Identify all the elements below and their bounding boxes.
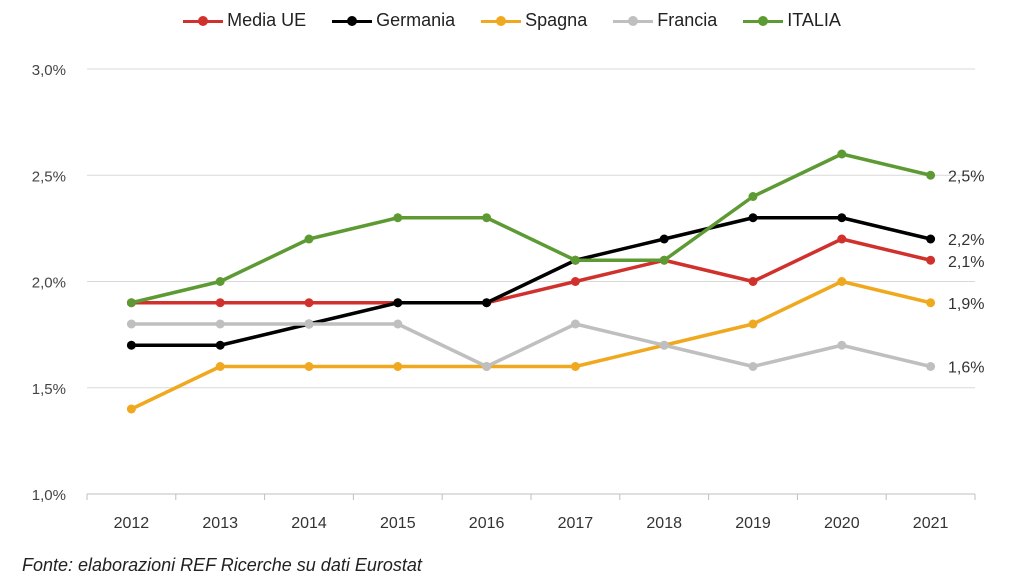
data-point-media-ue bbox=[215, 298, 225, 308]
data-point-francia bbox=[393, 319, 403, 329]
series-line-spagna bbox=[130, 279, 932, 411]
data-point-italia bbox=[126, 298, 136, 308]
data-point-italia bbox=[748, 192, 758, 201]
y-tick-label: 2,5% bbox=[32, 168, 66, 185]
y-tick-label: 1,0% bbox=[32, 487, 66, 504]
data-point-italia bbox=[926, 170, 936, 180]
end-label-francia: 1,6% bbox=[948, 360, 984, 377]
source-note: Fonte: elaborazioni REF Ricerche su dati… bbox=[22, 555, 422, 575]
data-point-germania bbox=[659, 234, 669, 244]
x-tick-label: 2013 bbox=[202, 515, 238, 532]
data-point-spagna bbox=[570, 362, 580, 371]
end-label-media-ue: 2,1% bbox=[948, 254, 984, 271]
data-point-media-ue bbox=[748, 277, 758, 286]
legend-swatch-francia bbox=[613, 14, 654, 28]
series-line-francia bbox=[131, 322, 932, 369]
legend-label-media-ue: Media UE bbox=[227, 10, 307, 30]
data-point-spagna bbox=[837, 277, 847, 286]
legend-label-italia: ITALIA bbox=[787, 10, 841, 30]
data-point-francia bbox=[126, 319, 136, 329]
legend-item-germania: Germania bbox=[332, 10, 455, 31]
series-line-italia bbox=[130, 152, 932, 305]
x-tick-label: 2021 bbox=[913, 515, 949, 532]
data-point-francia bbox=[748, 362, 758, 371]
x-tick-label: 2018 bbox=[646, 515, 682, 532]
data-point-spagna bbox=[393, 362, 403, 371]
data-point-spagna bbox=[215, 362, 225, 371]
data-point-francia bbox=[837, 340, 847, 350]
legend-swatch-italia bbox=[743, 14, 784, 28]
legend-item-media-ue: Media UE bbox=[183, 10, 306, 31]
data-point-germania bbox=[393, 298, 403, 308]
legend-swatch-germania bbox=[332, 14, 373, 28]
data-point-germania bbox=[126, 340, 136, 350]
data-point-francia bbox=[482, 362, 492, 371]
data-point-italia bbox=[304, 234, 314, 244]
data-point-italia bbox=[570, 255, 580, 265]
x-tick-label: 2019 bbox=[735, 515, 771, 532]
data-point-francia bbox=[570, 319, 580, 329]
end-label-spagna: 1,9% bbox=[948, 296, 984, 313]
x-tick-label: 2014 bbox=[291, 515, 327, 532]
data-point-italia bbox=[393, 213, 403, 223]
data-point-media-ue bbox=[837, 234, 847, 244]
data-point-francia bbox=[215, 319, 225, 329]
end-label-germania: 2,2% bbox=[948, 232, 984, 249]
data-point-germania bbox=[926, 234, 936, 244]
series-line-media-ue bbox=[131, 237, 932, 305]
data-point-francia bbox=[304, 319, 314, 329]
data-point-media-ue bbox=[304, 298, 314, 308]
x-tick-label: 2020 bbox=[824, 515, 860, 532]
legend-item-italia: ITALIA bbox=[743, 10, 841, 31]
legend-label-germania: Germania bbox=[376, 10, 456, 30]
legend-item-spagna: Spagna bbox=[481, 10, 587, 31]
x-tick-label: 2015 bbox=[380, 515, 416, 532]
end-label-italia: 2,5% bbox=[948, 168, 984, 185]
x-tick-label: 2016 bbox=[469, 515, 505, 532]
data-point-media-ue bbox=[570, 277, 580, 286]
chart-legend: Media UE Germania Spagna Francia ITALIA bbox=[0, 10, 1024, 31]
legend-label-spagna: Spagna bbox=[525, 10, 588, 30]
y-tick-label: 2,0% bbox=[32, 275, 66, 292]
legend-label-francia: Francia bbox=[657, 10, 718, 30]
data-point-italia bbox=[215, 277, 225, 286]
data-point-spagna bbox=[748, 319, 758, 329]
data-point-germania bbox=[748, 213, 758, 223]
data-point-germania bbox=[215, 340, 225, 350]
x-tick-label: 2017 bbox=[558, 515, 594, 532]
data-point-francia bbox=[659, 340, 669, 350]
data-point-francia bbox=[926, 362, 936, 371]
data-point-spagna bbox=[126, 404, 136, 414]
data-point-germania bbox=[837, 213, 847, 223]
y-tick-label: 3,0% bbox=[32, 62, 66, 79]
data-point-italia bbox=[837, 149, 847, 159]
series-line-germania bbox=[131, 216, 932, 347]
legend-swatch-media-ue bbox=[183, 14, 224, 28]
data-point-germania bbox=[482, 298, 492, 308]
data-point-spagna bbox=[926, 298, 936, 308]
data-point-media-ue bbox=[926, 255, 936, 265]
legend-item-francia: Francia bbox=[613, 10, 717, 31]
data-point-italia bbox=[482, 213, 492, 223]
x-tick-label: 2012 bbox=[114, 515, 150, 532]
data-point-spagna bbox=[304, 362, 314, 371]
data-point-italia bbox=[659, 255, 669, 265]
y-tick-label: 1,5% bbox=[32, 381, 66, 398]
legend-swatch-spagna bbox=[481, 14, 522, 28]
